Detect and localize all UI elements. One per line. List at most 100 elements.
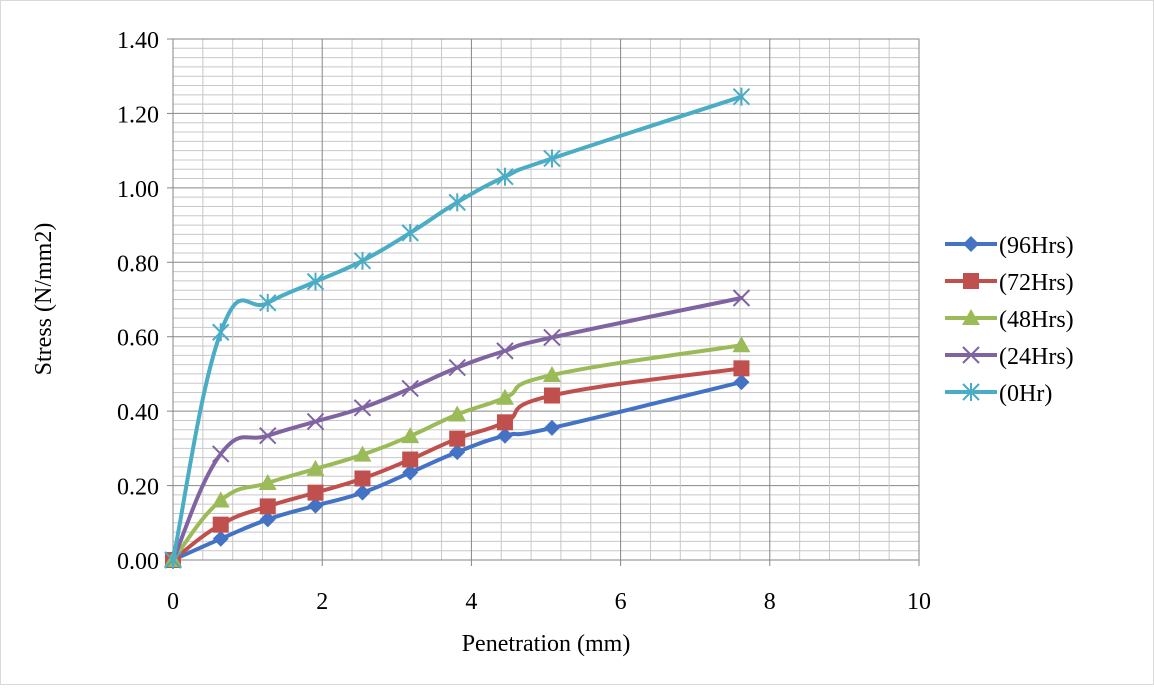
data-point — [496, 414, 513, 431]
data-point — [259, 511, 276, 528]
legend-label: (24Hrs) — [999, 344, 1074, 370]
data-point — [259, 498, 276, 515]
legend-entry: (48Hrs) — [945, 307, 1074, 333]
legend-marker — [963, 273, 979, 289]
y-tick-label: 1.40 — [117, 28, 159, 54]
x-tick-label: 8 — [764, 589, 776, 615]
data-point — [449, 430, 466, 447]
data-point — [401, 223, 419, 242]
x-tick-label: 6 — [615, 589, 627, 615]
marker-stroke — [543, 328, 561, 347]
x-tick-label: 0 — [167, 589, 179, 615]
legend-entry: (96Hrs) — [945, 233, 1074, 259]
marker-stroke — [732, 289, 751, 307]
data-point — [401, 427, 420, 444]
series-4 — [164, 87, 751, 569]
data-point — [354, 484, 371, 501]
y-axis-label: Stress (N/mm2) — [31, 223, 57, 376]
series-line — [171, 94, 744, 562]
x-axis-label: Penetration (mm) — [462, 631, 631, 657]
plot-area-border — [172, 38, 920, 561]
marker-stroke — [401, 379, 419, 398]
legend-entry: (0Hr) — [945, 381, 1052, 407]
series-line — [171, 366, 744, 562]
x-tick-label: 4 — [465, 589, 477, 615]
y-tick-label: 1.20 — [117, 102, 159, 128]
data-point — [543, 387, 560, 404]
data-point — [402, 464, 419, 481]
marker-stroke — [353, 399, 372, 417]
data-point — [212, 516, 229, 533]
data-point — [212, 445, 230, 463]
data-point — [306, 272, 325, 291]
series-0 — [165, 374, 750, 568]
data-point — [401, 379, 419, 398]
legend-label: (96Hrs) — [999, 233, 1074, 259]
data-point — [307, 497, 324, 514]
data-point — [448, 405, 467, 422]
data-point — [307, 484, 324, 501]
data-point — [732, 336, 751, 353]
data-point — [733, 360, 750, 377]
y-tick-label: 0.80 — [117, 251, 159, 277]
data-point — [732, 87, 751, 106]
legend-marker — [962, 383, 980, 401]
legend: (96Hrs) (72Hrs) (48Hrs) (24Hrs) (0Hr) — [945, 233, 1074, 407]
data-point — [259, 426, 277, 445]
data-point — [259, 293, 277, 312]
series-1 — [165, 360, 750, 568]
y-tick-label: 0.00 — [117, 549, 159, 575]
legend-marker — [962, 309, 980, 325]
marker-stroke — [496, 342, 514, 360]
data-point — [733, 374, 750, 391]
marker-stroke — [962, 346, 980, 364]
data-point — [306, 459, 325, 476]
data-point — [353, 251, 372, 270]
legend-marker — [962, 346, 980, 364]
data-point — [448, 193, 466, 212]
data-point — [496, 167, 514, 186]
data-point — [496, 427, 513, 444]
data-point — [448, 358, 466, 377]
data-point — [402, 451, 419, 468]
y-tick-label: 0.60 — [117, 326, 159, 352]
y-axis-ticks: 0.00 0.20 0.40 0.60 0.80 1.00 1.20 1.40 — [117, 28, 173, 575]
x-tick-label: 10 — [907, 589, 931, 615]
data-point — [543, 419, 560, 436]
series-lines — [164, 87, 751, 569]
series-2 — [164, 336, 751, 567]
y-tick-label: 1.00 — [117, 177, 159, 203]
data-point — [543, 328, 561, 347]
marker-stroke — [448, 358, 466, 377]
data-point — [353, 445, 372, 462]
x-axis-ticks: 0 2 4 6 8 10 — [167, 560, 931, 615]
data-point — [258, 473, 277, 490]
data-point — [496, 342, 514, 360]
data-point — [211, 491, 230, 508]
data-point — [495, 388, 514, 405]
legend-entry: (72Hrs) — [945, 270, 1074, 296]
x-tick-label: 2 — [316, 589, 328, 615]
y-tick-label: 0.40 — [117, 400, 159, 426]
data-point — [542, 366, 561, 383]
data-point — [164, 551, 182, 569]
data-point — [212, 530, 229, 547]
legend-marker — [963, 236, 979, 252]
series-line — [171, 296, 744, 562]
marker-stroke — [212, 445, 230, 463]
legend-entry: (24Hrs) — [945, 344, 1074, 370]
marker-stroke — [259, 426, 277, 445]
marker-stroke — [306, 412, 325, 431]
data-point — [543, 149, 561, 168]
data-point — [449, 444, 466, 461]
data-point — [354, 470, 371, 487]
data-point — [212, 323, 230, 342]
y-tick-label: 0.20 — [117, 475, 159, 501]
data-point — [353, 399, 372, 417]
legend-label: (72Hrs) — [999, 270, 1074, 296]
data-point — [732, 289, 751, 307]
grid — [173, 39, 919, 560]
data-point — [306, 412, 325, 431]
